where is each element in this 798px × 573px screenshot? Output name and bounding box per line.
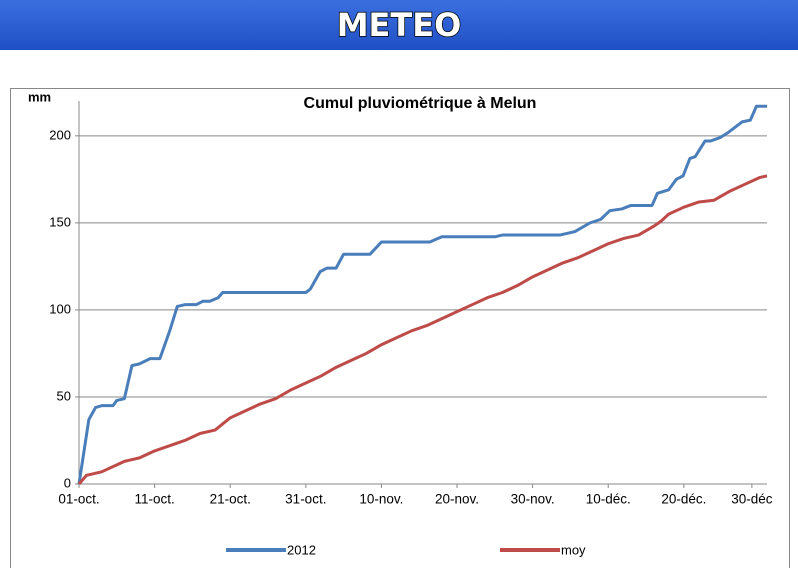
chart-title: Cumul pluviométrique à Melun bbox=[304, 95, 537, 112]
y-tick-label: 0 bbox=[64, 475, 71, 490]
series-line bbox=[77, 104, 767, 485]
x-tick-label: 11-oct. bbox=[134, 492, 174, 507]
x-tick-label: 30-nov. bbox=[511, 492, 555, 507]
x-tick-label: 10-nov. bbox=[359, 492, 403, 507]
y-tick-label: 150 bbox=[49, 214, 71, 229]
x-tick-label: 20-nov. bbox=[435, 492, 479, 507]
y-tick-label: 50 bbox=[57, 388, 71, 403]
x-tick-label: 21-oct. bbox=[210, 492, 251, 507]
series-line bbox=[77, 174, 768, 485]
y-tick-label: 100 bbox=[49, 301, 71, 316]
legend-label: 2012 bbox=[287, 542, 316, 557]
x-tick-label: 10-déc. bbox=[586, 492, 631, 507]
chart-frame bbox=[10, 88, 790, 569]
y-axis-label: mm bbox=[28, 89, 51, 104]
x-tick-label: 30-déc bbox=[731, 492, 773, 507]
header-title: METEO bbox=[337, 6, 462, 44]
y-tick-label: 200 bbox=[49, 127, 71, 142]
legend-label: moy bbox=[561, 542, 586, 557]
x-tick-label: 01-oct. bbox=[58, 492, 99, 507]
x-tick-label: 20-déc. bbox=[661, 492, 706, 507]
x-tick-label: 31-oct. bbox=[285, 492, 326, 507]
header-band bbox=[0, 0, 798, 50]
